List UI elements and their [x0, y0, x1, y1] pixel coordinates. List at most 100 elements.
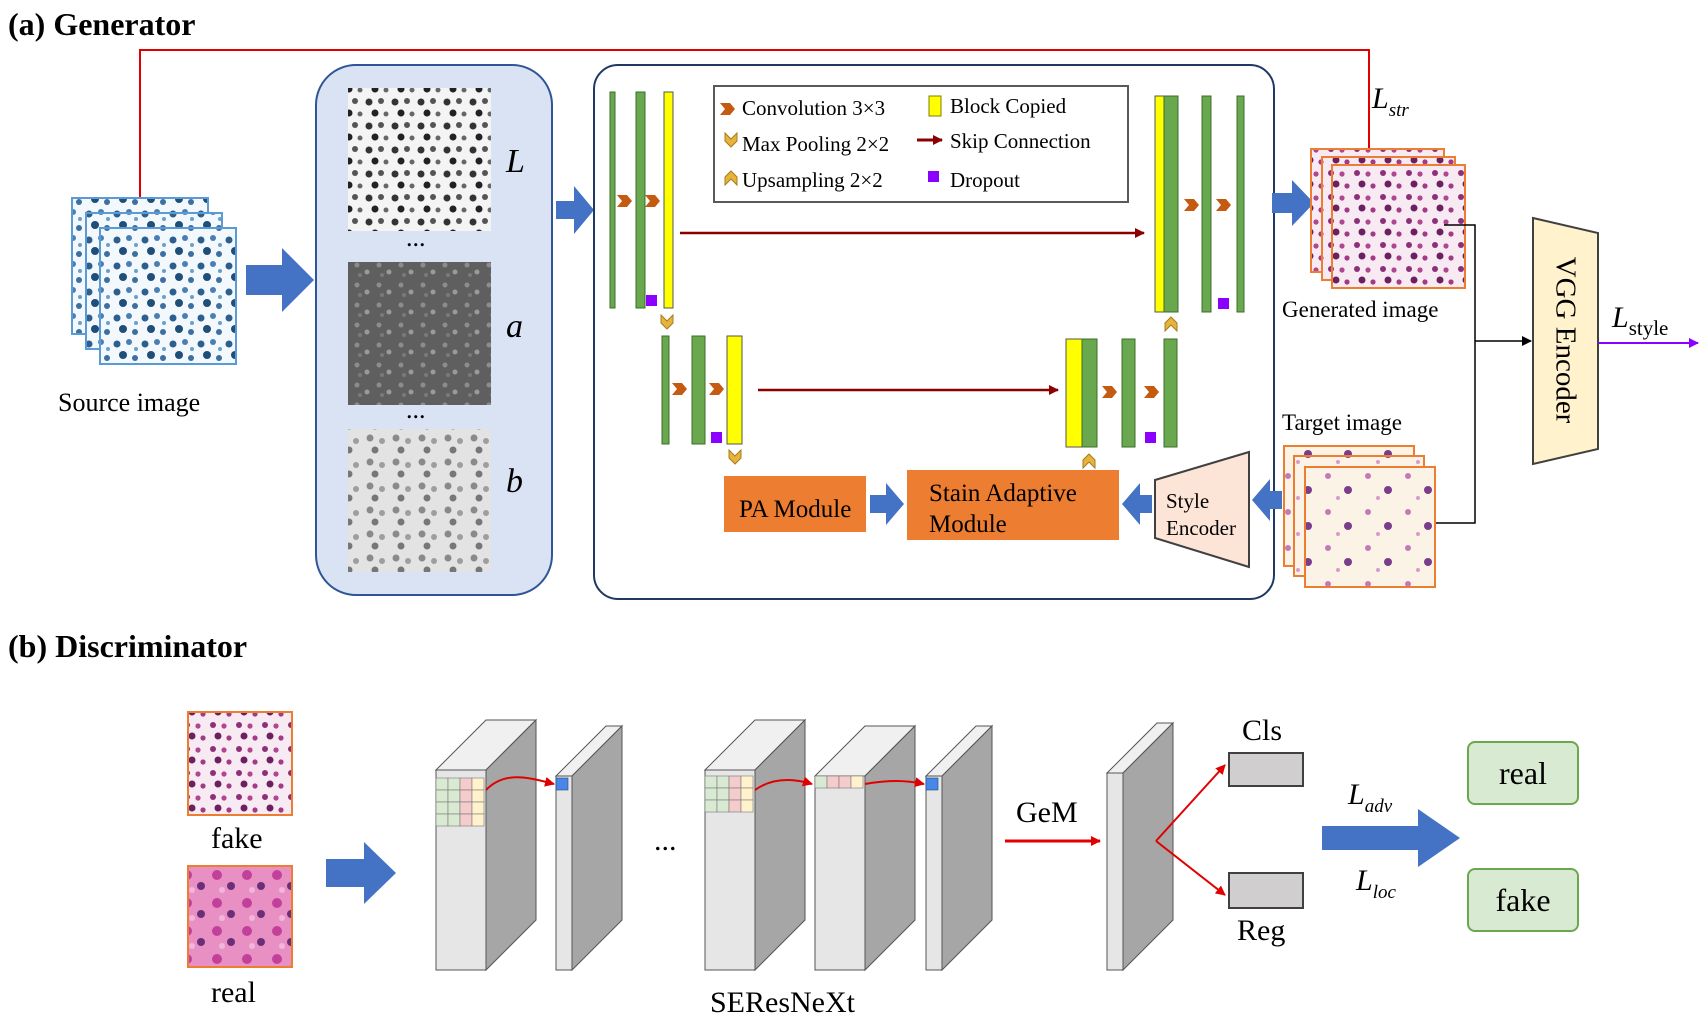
arrow-samples-to-backbone — [326, 842, 396, 904]
dec2-upsample — [1082, 453, 1096, 470]
source-image-stack — [71, 197, 237, 365]
generated-image-stack — [1310, 148, 1466, 289]
arrow-pa-to-stain — [870, 483, 904, 525]
enc1-copied — [663, 91, 674, 309]
enc2-maxpool — [728, 448, 742, 465]
enc2-conv-a — [661, 335, 670, 445]
enc2-conv-arrow-1 — [672, 383, 687, 395]
legend-conv-label: Convolution 3×3 — [742, 96, 886, 120]
enc2-copied — [726, 335, 743, 445]
ellipsis-top: ... — [406, 223, 426, 252]
legend-maxpool-label: Max Pooling 2×2 — [742, 132, 890, 156]
feature-block-3 — [703, 718, 807, 972]
dec1-copied — [1154, 95, 1165, 313]
reg-head — [1228, 872, 1304, 909]
style-loss-label: Lstyle — [1612, 301, 1669, 340]
b-channel-image — [348, 429, 491, 572]
target-image-caption: Target image — [1282, 410, 1402, 435]
branch-to-reg — [1155, 840, 1226, 896]
gem-label: GeM — [1016, 796, 1078, 829]
feature-block-5 — [924, 724, 994, 972]
adversarial-loss-label: Ladv — [1348, 778, 1393, 817]
enc2-dropout — [711, 432, 722, 443]
fake-sample-image — [187, 711, 293, 816]
localization-loss-label: Lloc — [1356, 864, 1396, 903]
dec2-dropout — [1145, 432, 1156, 443]
enc2-conv-arrow-2 — [709, 383, 724, 395]
legend-skip-label: Skip Connection — [950, 129, 1091, 153]
conv-arrow-block3 — [754, 776, 813, 791]
dec1-conv-c — [1236, 95, 1245, 313]
structure-loss-label: Lstr — [1372, 82, 1409, 121]
legend-copied-icon — [928, 95, 942, 117]
branch-to-cls — [1155, 764, 1226, 842]
source-image-caption: Source image — [58, 388, 201, 417]
feature-block-1 — [434, 718, 538, 972]
enc1-conv-arrow-2 — [645, 195, 660, 207]
dec1-upsample — [1164, 316, 1178, 333]
dec2-conv-arrow-1 — [1102, 386, 1117, 398]
style-encoder-label: Style Encoder — [1166, 489, 1236, 541]
conv-arrow-block4 — [864, 777, 925, 788]
ellipsis-bottom: ... — [406, 395, 426, 424]
dec1-conv-arrow-2 — [1216, 199, 1231, 211]
arrow-lab-to-unet — [556, 186, 594, 234]
arrow-style-to-stain — [1122, 483, 1152, 525]
discriminator-section-title: (b) Discriminator — [8, 628, 248, 664]
arrow-target-to-encoder — [1252, 479, 1282, 521]
stain-module-box — [907, 470, 1119, 540]
generator-section-title: (a) Generator — [8, 6, 196, 42]
a-channel-label: a — [506, 308, 523, 345]
arrow-source-to-lab — [246, 248, 314, 312]
pa-module-label: PA Module — [739, 496, 852, 523]
legend-upsample-icon — [724, 170, 738, 187]
cls-label: Cls — [1242, 714, 1283, 747]
enc2-conv-b — [691, 335, 706, 445]
pooled-feature-block — [1105, 721, 1175, 972]
dec1-conv-a — [1163, 95, 1179, 313]
feature-block-2 — [554, 724, 624, 972]
dec2-conv-arrow-2 — [1144, 386, 1159, 398]
conv-arrow-block1 — [485, 776, 555, 791]
cls-head — [1228, 752, 1304, 787]
legend-copied-label: Block Copied — [950, 94, 1067, 118]
legend-upsample-label: Upsampling 2×2 — [742, 168, 883, 192]
legend-conv-icon — [720, 103, 735, 115]
structure-loss-line — [139, 49, 1370, 200]
dec2-conv-c — [1163, 338, 1178, 448]
dec1-conv-arrow-1 — [1184, 199, 1199, 211]
enc1-conv-b — [635, 91, 646, 309]
real-sample-image — [187, 865, 293, 968]
dec2-copied — [1065, 338, 1083, 448]
output-real-box: real — [1467, 741, 1579, 805]
feature-block-4 — [813, 724, 917, 972]
b-channel-label: b — [506, 463, 523, 500]
dec2-conv-a — [1081, 338, 1098, 448]
generated-image-caption: Generated image — [1282, 297, 1439, 322]
target-image-stack — [1283, 445, 1436, 588]
enc1-dropout — [646, 295, 657, 306]
l-channel-label: L — [506, 143, 525, 180]
legend-dropout-label: Dropout — [950, 168, 1020, 192]
legend-box — [713, 85, 1129, 203]
enc1-maxpool — [660, 313, 674, 330]
enc1-conv-arrow-1 — [617, 195, 632, 207]
legend-maxpool-icon — [724, 131, 738, 148]
l-channel-image — [348, 88, 491, 231]
pa-module-box — [724, 476, 866, 532]
backbone-label: SEResNeXt — [710, 986, 855, 1019]
fake-caption: fake — [211, 822, 263, 855]
style-encoder-shape — [1154, 450, 1250, 569]
line-target-to-vgg — [1436, 341, 1476, 524]
a-channel-image — [348, 262, 491, 405]
dec1-conv-b — [1201, 95, 1212, 313]
line-generated-to-vgg — [1444, 224, 1476, 341]
stain-module-label: Stain Adaptive Module — [929, 480, 1077, 539]
enc1-conv-a — [609, 91, 616, 309]
output-fake-box: fake — [1467, 868, 1579, 932]
discriminator-ellipsis: ... — [654, 824, 677, 857]
arrow-to-outputs — [1322, 809, 1460, 867]
real-caption: real — [211, 976, 256, 1009]
dec1-dropout — [1218, 298, 1229, 309]
